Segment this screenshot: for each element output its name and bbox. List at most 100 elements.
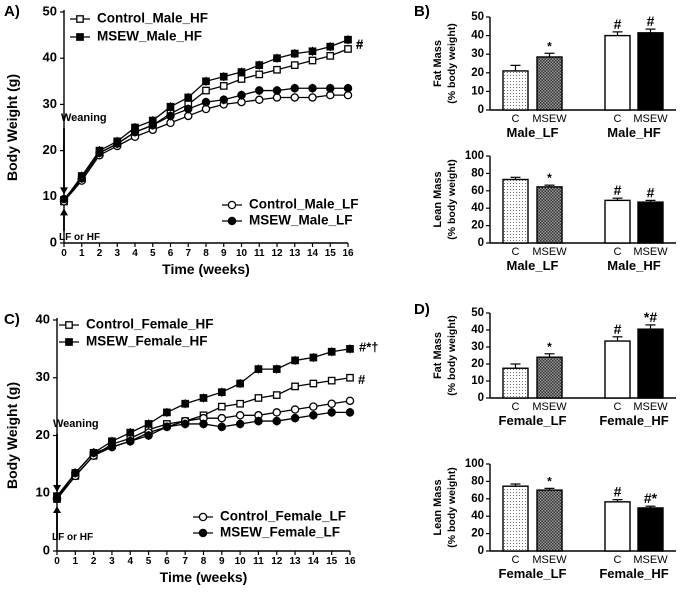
significance-label: *	[547, 39, 552, 53]
significance-label: #*†	[359, 339, 379, 354]
diet-label: LF or HF	[52, 532, 93, 543]
data-point	[77, 174, 87, 183]
data-point	[291, 382, 299, 391]
panel-label: B)	[414, 3, 430, 20]
data-point	[254, 365, 263, 373]
panel-b-fat: B) 0 10 20 30 40 50 Fat Mass (% body weight) C * MS…	[414, 3, 676, 140]
data-point	[290, 413, 300, 423]
x-tick-label: 13	[289, 248, 301, 259]
group-label: Female_HF	[599, 413, 668, 428]
category-label: MSEW	[532, 401, 567, 413]
data-point	[255, 61, 264, 69]
x-tick-label: 4	[127, 556, 133, 567]
data-point	[235, 419, 245, 429]
y-tick-label: 40	[36, 311, 50, 326]
y-axis-title-unit: (% body weight)	[446, 23, 458, 104]
bar	[502, 367, 529, 399]
data-point	[254, 416, 263, 426]
legend-label: MSEW_Male_LF	[249, 213, 353, 228]
data-point	[163, 408, 171, 417]
legend-label: Control_Female_LF	[220, 509, 346, 524]
bar-Male_HF-MSEW: # MSEW	[633, 13, 668, 125]
x-tick-label: 11	[254, 248, 265, 259]
series-MSEW_Male_LF	[59, 83, 353, 204]
data-point	[290, 83, 299, 93]
x-tick-label: 5	[146, 556, 152, 567]
legend-item-bottom: MSEW_Female_LF	[193, 525, 340, 540]
legend-label: Control_Female_HF	[86, 317, 214, 332]
y-tick-label: 50	[471, 307, 484, 319]
x-tick-label: 7	[182, 556, 188, 567]
y-axis-title: Body Weight (g)	[4, 74, 20, 181]
x-tick-label: 15	[325, 248, 337, 259]
panel-d-fat: D) 0 10 20 30 40 50 Fat Mass (% body weight) C * MS…	[414, 301, 676, 428]
x-tick-label: 3	[109, 556, 115, 567]
y-tick-label: 10	[36, 485, 50, 500]
category-label: C	[614, 246, 622, 258]
group-label: Male_LF	[506, 258, 558, 273]
diet-arrowhead	[60, 208, 68, 216]
x-tick-label: 1	[79, 248, 85, 259]
data-point	[126, 428, 135, 437]
data-point	[202, 86, 210, 95]
data-point	[325, 83, 335, 93]
data-point	[327, 399, 336, 408]
x-tick-label: 1	[73, 556, 79, 567]
y-tick-label: 10	[471, 85, 484, 97]
y-tick-label: 10	[43, 188, 57, 203]
data-point	[235, 411, 245, 420]
data-point	[201, 97, 211, 107]
bar	[536, 356, 563, 399]
bar-Female_HF-C: #C	[604, 321, 631, 413]
y-tick-label: 20	[471, 358, 484, 370]
significance-label: #	[614, 182, 622, 198]
bar-Male_LF-MSEW: * MSEW	[532, 171, 567, 258]
panel-d-lean: 0 20 40 60 80 100 Lean Mass (% body weight) C * MS…	[432, 458, 676, 581]
legend-marker	[198, 512, 208, 522]
bar	[604, 34, 631, 111]
diet-arrowhead	[53, 506, 61, 514]
y-tick-label: 0	[478, 545, 484, 557]
series-line	[63, 48, 349, 202]
data-point	[309, 402, 318, 411]
significance-label: *#	[644, 309, 657, 325]
data-point	[291, 356, 299, 365]
significance-label: #	[614, 484, 622, 500]
data-point	[199, 394, 208, 402]
significance-label: #*	[644, 490, 658, 506]
bar	[637, 32, 664, 111]
category-label: C	[512, 401, 520, 413]
data-point	[71, 468, 80, 478]
series-Control_Male_LF	[59, 90, 353, 206]
bar-Male_HF-C: #C	[604, 16, 631, 125]
bar	[604, 340, 631, 399]
significance-label: #	[647, 184, 655, 200]
category-label: C	[512, 113, 520, 125]
bar-Female_LF-MSEW: * MSEW	[532, 474, 567, 566]
data-point	[327, 347, 336, 356]
y-tick-label: 30	[36, 369, 50, 384]
x-axis-title: Time (weeks)	[162, 261, 250, 277]
data-point	[273, 54, 281, 63]
group-label: Female_HF	[599, 566, 668, 581]
panel-label: A)	[4, 3, 20, 20]
y-tick-label: 50	[471, 11, 484, 23]
y-tick-label: 100	[465, 150, 484, 162]
bar-Female_HF-MSEW: *# MSEW	[633, 309, 668, 413]
data-point	[308, 47, 317, 56]
data-point	[183, 104, 193, 114]
legend-label: Control_Male_HF	[97, 11, 208, 26]
panel-b-lean: 0 20 40 60 80 100 Lean Mass (% body weight) C * MS…	[432, 150, 676, 273]
data-point	[308, 93, 317, 102]
data-point	[219, 82, 228, 90]
bar	[637, 201, 664, 244]
legend-item-bottom: Control_Female_LF	[193, 509, 346, 524]
bar-Male_LF-C: C	[502, 176, 529, 258]
data-point	[272, 391, 281, 399]
category-label: C	[614, 554, 622, 566]
category-label: MSEW	[633, 401, 668, 413]
series-Control_Female_HF: #	[53, 372, 366, 503]
data-point	[144, 420, 153, 428]
x-tick-label: 6	[164, 556, 170, 567]
